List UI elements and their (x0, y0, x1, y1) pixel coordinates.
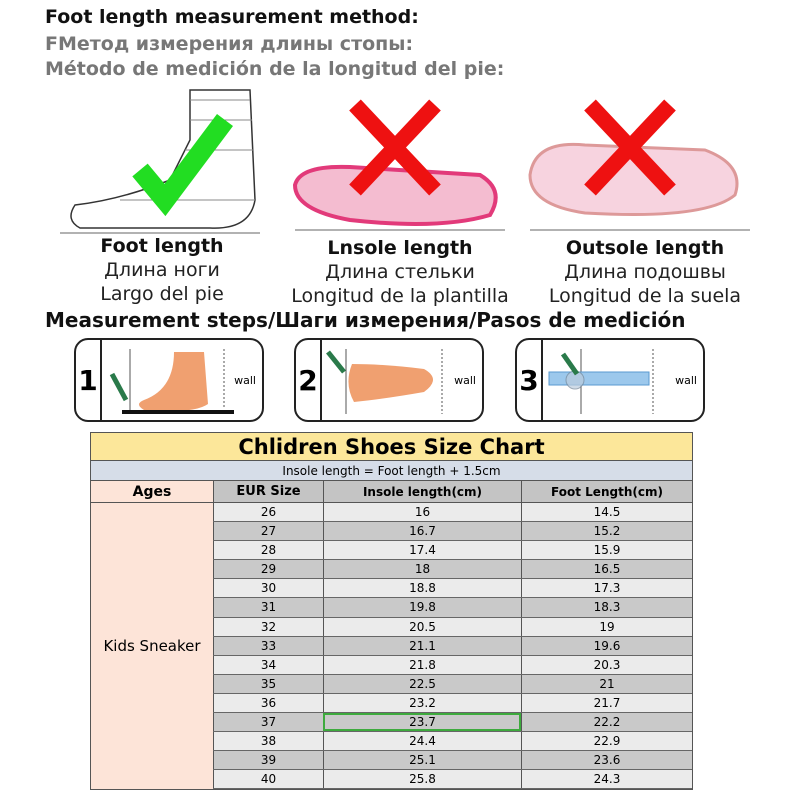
step-number: 3 (517, 340, 543, 420)
eur-size-cell: 29 (213, 560, 323, 579)
foot-length-cell: 21.7 (521, 693, 692, 713)
table-row: 38 24.4 22.9 (213, 732, 692, 752)
check-icon (132, 114, 233, 217)
step-number: 2 (296, 340, 322, 420)
ruler-icon (548, 349, 654, 414)
heading-es: Método de medición de la longitud del pi… (45, 58, 505, 80)
table-row: 29 18 16.5 (213, 560, 692, 580)
insole-length-cell: 18.8 (323, 579, 521, 598)
eur-size-cell: 35 (213, 674, 323, 693)
wall-label: wall (454, 374, 476, 387)
foot-length-cell: 15.9 (521, 541, 692, 560)
table-row: 33 21.1 19.6 (213, 636, 692, 656)
table-row: 31 19.8 18.3 (213, 598, 692, 618)
foot-length-cell: 14.5 (521, 503, 692, 522)
heading-ru: FМетод измерения длины стопы: (45, 33, 414, 55)
eur-size-cell: 34 (213, 655, 323, 674)
cross-icon (584, 99, 676, 196)
foot-length-cell: 19.6 (521, 636, 692, 655)
foot-length-cell: 16.5 (521, 560, 692, 579)
insole-length-cell: 25.8 (323, 770, 521, 789)
foot-length-cell: 23.6 (521, 751, 692, 770)
method-insole-length: Lnsole length Длина стельки Longitud de la… (291, 237, 509, 307)
foot-length-cell: 18.3 (521, 598, 692, 617)
insole-length-cell: 16 (323, 503, 521, 522)
eur-size-cell: 27 (213, 522, 323, 541)
eur-size-cell: 30 (213, 579, 323, 598)
table-row: 36 23.2 21.7 (213, 693, 692, 714)
foot-top-icon (326, 349, 443, 414)
foot-length-cell: 22.9 (521, 732, 692, 751)
cross-icon (349, 99, 441, 196)
wall-label: wall (675, 374, 697, 387)
steps-heading: Measurement steps/Шаги измерения/Pasos d… (45, 308, 686, 332)
table-subtitle: Insole length = Foot length + 1.5cm (91, 461, 692, 481)
table-row: 26 16 14.5 (213, 503, 692, 523)
insole-illustration (292, 99, 505, 231)
eur-size-cell: 38 (213, 732, 323, 751)
foot-length-cell: 24.3 (521, 770, 692, 789)
table-row: 37 23.7 22.2 (213, 713, 692, 733)
eur-size-cell: 26 (213, 503, 323, 522)
table-row: 34 21.8 20.3 (213, 655, 692, 675)
insole-length-cell: 17.4 (323, 541, 521, 560)
ages-cell: Kids Sneaker (91, 503, 213, 790)
foot-length-cell: 20.3 (521, 655, 692, 674)
eur-size-cell: 36 (213, 693, 323, 713)
table-row: 39 25.1 23.6 (213, 751, 692, 771)
insole-length-cell: 22.5 (323, 674, 521, 693)
foot-length-cell: 19 (521, 617, 692, 636)
table-row: 30 18.8 17.3 (213, 579, 692, 599)
insole-length-cell: 20.5 (323, 617, 521, 636)
insole-length-cell: 18 (323, 560, 521, 579)
header-foot-length: Foot Length(cm) (521, 481, 692, 502)
eur-size-cell: 33 (213, 636, 323, 655)
eur-size-cell: 28 (213, 541, 323, 560)
size-chart-table: Chlidren Shoes Size Chart Insole length … (90, 432, 693, 791)
table-row: 32 20.5 19 (213, 617, 692, 637)
eur-size-cell: 31 (213, 598, 323, 617)
method-foot-length: Foot length Длина ноги Largo del pie (100, 235, 224, 305)
insole-length-cell: 21.8 (323, 655, 521, 674)
table-row: 28 17.4 15.9 (213, 541, 692, 561)
header-eur-size: EUR Size (213, 481, 323, 502)
foot-length-cell: 17.3 (521, 579, 692, 598)
foot-length-cell: 15.2 (521, 522, 692, 541)
step-1: 1 wall (74, 338, 264, 422)
foot-illustration (60, 89, 260, 234)
table-header: Ages EUR Size Insole length(cm) Foot Len… (91, 481, 692, 503)
insole-length-cell: 24.4 (323, 732, 521, 751)
eur-size-cell: 40 (213, 770, 323, 789)
table-row: 35 22.5 21 (213, 674, 692, 694)
outsole-illustration (528, 99, 750, 231)
foot-length-cell: 21 (521, 674, 692, 693)
eur-size-cell: 32 (213, 617, 323, 636)
header-ages: Ages (91, 481, 213, 502)
insole-length-cell: 23.2 (323, 693, 521, 713)
step-number: 1 (76, 340, 102, 420)
heading-en: Foot length measurement method: (45, 6, 419, 28)
eur-size-cell: 39 (213, 751, 323, 770)
insole-length-cell: 16.7 (323, 522, 521, 541)
insole-length-cell: 25.1 (323, 751, 521, 770)
foot-length-cell: 22.2 (521, 713, 692, 732)
insole-length-cell: 19.8 (323, 598, 521, 617)
insole-length-cell: 23.7 (323, 713, 521, 732)
step-2: 2 wall (294, 338, 484, 422)
eur-size-cell: 37 (213, 713, 323, 732)
method-outsole-length: Outsole length Длина подошвы Longitud de l… (548, 237, 742, 307)
table-row: 27 16.7 15.2 (213, 522, 692, 542)
foot-side-icon (109, 349, 234, 414)
step-3: 3 wall (515, 338, 705, 422)
insole-length-cell: 21.1 (323, 636, 521, 655)
header-insole-length: Insole length(cm) (323, 481, 521, 502)
table-title: Chlidren Shoes Size Chart (91, 433, 692, 461)
table-row: 40 25.8 24.3 (213, 770, 692, 790)
wall-label: wall (234, 374, 256, 387)
